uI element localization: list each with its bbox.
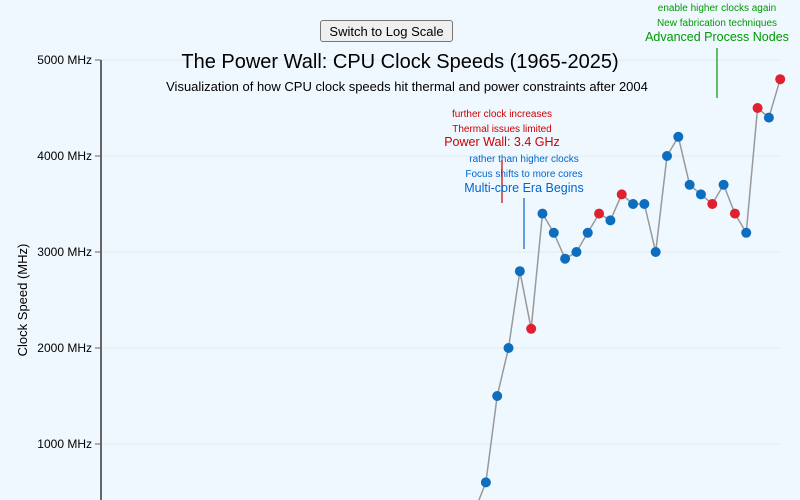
data-point[interactable] — [741, 227, 752, 238]
log-scale-toggle-button[interactable]: Switch to Log Scale — [320, 20, 453, 42]
data-point[interactable] — [560, 253, 571, 264]
annotation-title: Advanced Process Nodes — [645, 30, 789, 44]
clock-speed-line — [478, 78, 781, 500]
data-point[interactable] — [673, 131, 684, 142]
chart-subtitle: Visualization of how CPU clock speeds hi… — [166, 79, 648, 94]
data-point[interactable] — [514, 266, 525, 277]
data-point[interactable] — [616, 189, 627, 200]
data-point[interactable] — [684, 179, 695, 190]
data-point[interactable] — [571, 247, 582, 257]
data-point[interactable] — [503, 343, 514, 353]
data-point[interactable] — [650, 247, 661, 257]
y-tick-label: 2000 MHz — [37, 341, 92, 355]
annotation-text: New fabrication techniques — [657, 18, 777, 29]
annotation-text: Thermal issues limited — [452, 124, 551, 135]
y-tick-label: 5000 MHz — [37, 53, 92, 67]
data-point[interactable] — [480, 477, 491, 488]
y-tick-label: 3000 MHz — [37, 245, 92, 259]
data-point[interactable] — [548, 227, 559, 238]
data-point[interactable] — [605, 215, 616, 226]
data-point[interactable] — [582, 227, 593, 238]
y-tick-label: 4000 MHz — [37, 149, 92, 163]
data-point[interactable] — [639, 199, 650, 209]
annotation-title: Multi-core Era Begins — [464, 181, 584, 195]
annotation-title: Power Wall: 3.4 GHz — [444, 135, 560, 149]
y-tick-label: 1000 MHz — [37, 437, 92, 451]
data-point[interactable] — [752, 103, 763, 113]
data-point[interactable] — [594, 208, 605, 219]
data-point[interactable] — [526, 323, 537, 334]
data-point[interactable] — [695, 189, 706, 200]
data-point[interactable] — [729, 208, 740, 219]
annotation-text: enable higher clocks again — [658, 3, 776, 14]
data-point[interactable] — [537, 208, 548, 219]
data-point[interactable] — [707, 199, 718, 209]
data-point[interactable] — [492, 391, 503, 401]
annotation-text: rather than higher clocks — [469, 154, 579, 165]
data-point[interactable] — [763, 112, 774, 123]
chart-title: The Power Wall: CPU Clock Speeds (1965-2… — [181, 51, 618, 73]
y-axis-label: Clock Speed (MHz) — [15, 244, 30, 357]
data-point[interactable] — [775, 74, 786, 85]
annotation-text: further clock increases — [452, 109, 552, 120]
data-point[interactable] — [628, 199, 639, 209]
data-point[interactable] — [662, 151, 672, 161]
annotation-text: Focus shifts to more cores — [465, 169, 582, 180]
data-point[interactable] — [718, 179, 729, 190]
